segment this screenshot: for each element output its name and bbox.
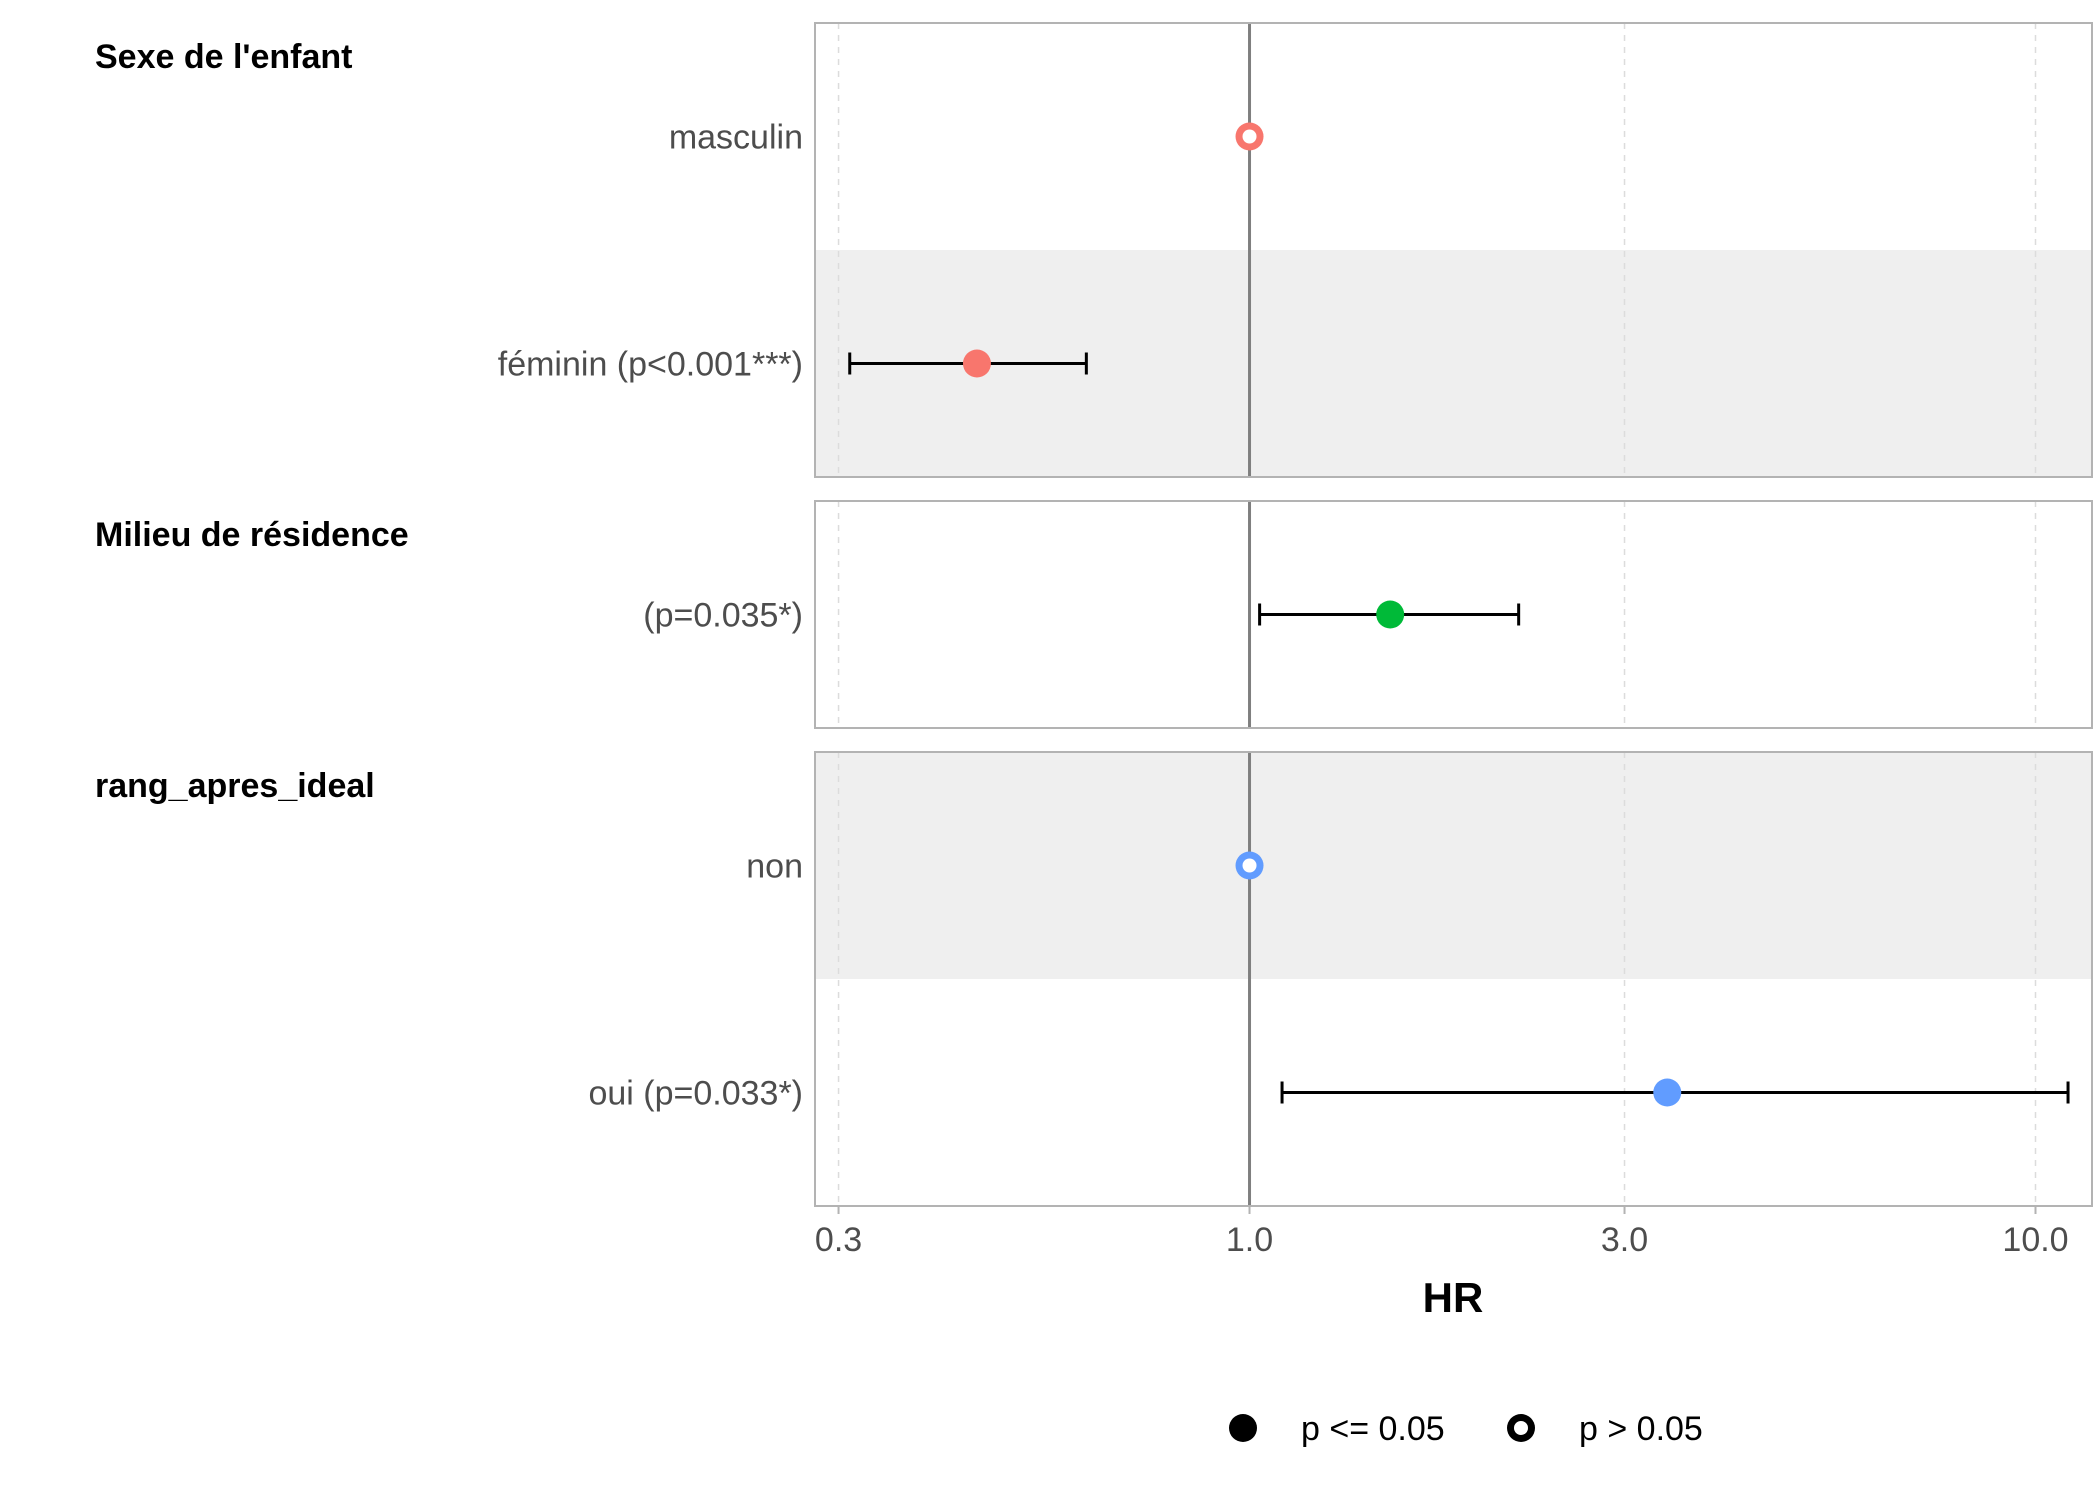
row-label: (p=0.035*) (643, 597, 803, 635)
legend-label: p > 0.05 (1579, 1410, 1703, 1448)
x-axis-ticks: 0.3 1.0 3.0 10.0 (815, 1206, 2069, 1259)
plot-panels: Sexe de l'enfant masculin féminin (p<0.001… (95, 22, 2093, 1207)
x-tick-label: 0.3 (815, 1221, 862, 1259)
x-tick-label: 1.0 (1226, 1221, 1273, 1259)
legend-label: p <= 0.05 (1301, 1410, 1445, 1448)
panel-border (814, 22, 2093, 478)
point-estimate (1376, 600, 1405, 629)
group-title: Sexe de l'enfant (95, 38, 353, 76)
x-axis-title: HR (1423, 1274, 1484, 1321)
group-panel: Milieu de résidence (p=0.035*) (95, 500, 2093, 729)
point-estimate (1653, 1078, 1682, 1107)
x-tick-label: 3.0 (1601, 1221, 1648, 1259)
point-hollow-center (1242, 858, 1257, 873)
row-label: masculin (669, 119, 803, 157)
row-band (815, 752, 2092, 979)
row-label: féminin (p<0.001***) (498, 346, 803, 384)
row-label: non (746, 848, 803, 886)
group-title: Milieu de résidence (95, 516, 409, 554)
legend-item: p > 0.05 (1507, 1410, 1703, 1448)
group-title: rang_apres_ideal (95, 767, 375, 805)
panel-border (814, 500, 2093, 729)
legend-filled-marker (1229, 1414, 1257, 1442)
point-hollow-center (1242, 129, 1257, 144)
row-label: oui (p=0.033*) (588, 1075, 803, 1113)
legend-item: p <= 0.05 (1229, 1410, 1445, 1448)
legend-hollow-center (1514, 1421, 1528, 1435)
panel-border (814, 751, 2093, 1207)
group-panel: Sexe de l'enfant masculin féminin (p<0.001… (95, 22, 2093, 478)
x-tick-label: 10.0 (2002, 1221, 2068, 1259)
legend: p <= 0.05 p > 0.05 (1229, 1410, 1703, 1448)
point-estimate (962, 349, 991, 378)
